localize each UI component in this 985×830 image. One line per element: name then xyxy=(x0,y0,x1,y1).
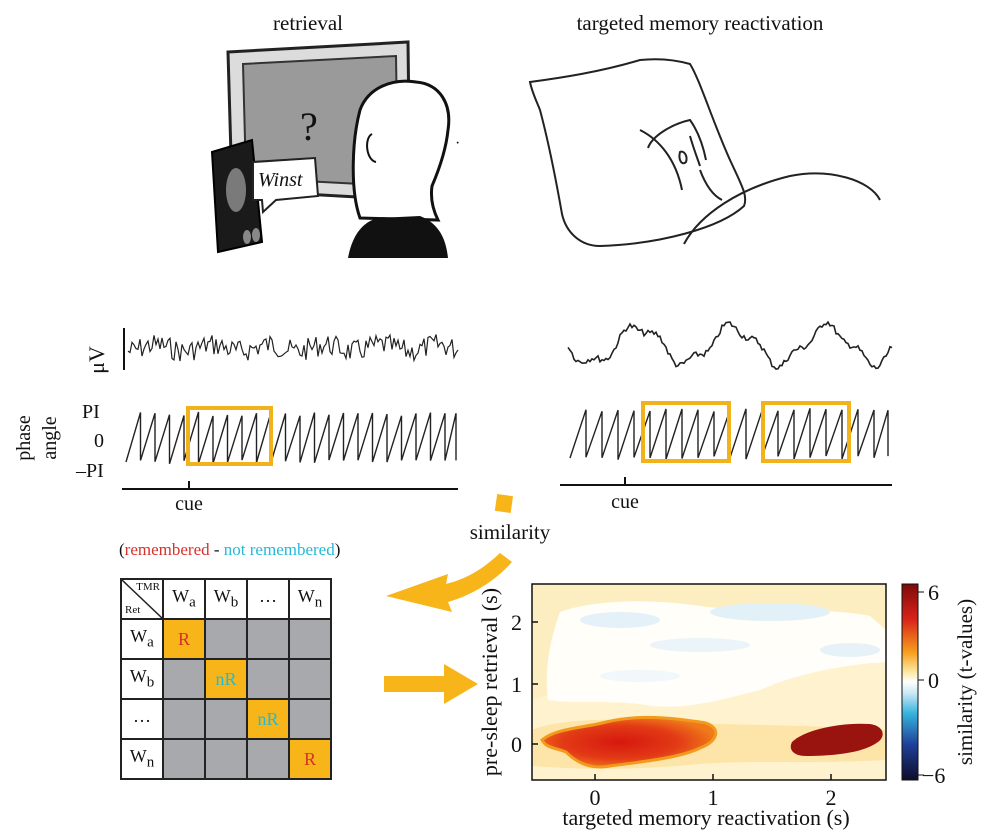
matrix-cell-diagonal: R xyxy=(162,618,206,660)
matrix-cell xyxy=(162,738,206,780)
legend-open: ( xyxy=(119,540,125,559)
matrix-col-header: Wb xyxy=(204,578,248,620)
speech-bubble xyxy=(252,156,320,215)
matrix-row-header: Wb xyxy=(120,658,164,700)
matrix-row-header: Wn xyxy=(120,738,164,780)
svg-text:·: · xyxy=(455,135,460,152)
matrix-cell xyxy=(288,698,332,740)
colorbar-tick-zero: 0 xyxy=(928,668,939,693)
matrix-cell xyxy=(288,658,332,700)
matrix-cell-diagonal: nR xyxy=(204,658,248,700)
colorbar-label: similarity (t-values) xyxy=(953,599,977,765)
heatmap-cluster-1 xyxy=(540,715,718,769)
phase-window-retrieval xyxy=(186,406,273,466)
phase-window-tmr-2 xyxy=(761,401,851,463)
retrieval-illustration: ? Winst · xyxy=(210,40,460,258)
matrix-col-header: Wa xyxy=(162,578,206,620)
matrix-cell-diagonal: R xyxy=(288,738,332,780)
matrix-cell xyxy=(246,738,290,780)
colorbar-tick-min: −6 xyxy=(922,763,945,788)
phase-tick-pi: PI xyxy=(82,401,100,423)
legend-remembered: remembered xyxy=(124,540,210,559)
phase-tick-minus-pi: –PI xyxy=(75,460,104,482)
tmr-illustration xyxy=(528,58,881,248)
phase-tick-zero: 0 xyxy=(94,430,104,452)
matrix-cell xyxy=(246,658,290,700)
y-tick-1: 1 xyxy=(511,672,522,697)
sleeper-body xyxy=(683,172,881,245)
matrix-col-header: … xyxy=(246,578,290,620)
similarity-matrix: TMR Ret Wa Wb … Wn Wa R Wb nR … nR Wn R xyxy=(120,578,332,780)
matrix-cell xyxy=(162,658,206,700)
right-arrow-icon xyxy=(384,664,478,704)
corner-ret: Ret xyxy=(125,604,141,616)
phase-trace-retrieval xyxy=(125,411,457,465)
matrix-cell xyxy=(204,698,248,740)
matrix-row-header: … xyxy=(120,698,164,740)
similarity-connector xyxy=(494,493,514,514)
phase-window-tmr-1 xyxy=(641,401,731,463)
tmr-title: targeted memory reactivation xyxy=(577,11,824,35)
cue-label-retrieval: cue xyxy=(175,493,203,515)
matrix-cell-diagonal: nR xyxy=(246,698,290,740)
person-head xyxy=(351,79,451,222)
heatmap-ylabel: pre-sleep retrieval (s) xyxy=(477,588,502,776)
heatmap-cluster-2 xyxy=(790,723,883,756)
y-tick-0: 0 xyxy=(511,732,522,757)
legend-not-remembered: not remembered xyxy=(223,540,335,559)
legend-dash: - xyxy=(209,540,224,559)
heatmap-xlabel: targeted memory reactivation (s) xyxy=(562,805,849,830)
question-mark: ? xyxy=(300,104,318,149)
matrix-cell xyxy=(162,698,206,740)
x-tick-2: 2 xyxy=(826,785,837,810)
matrix-cell xyxy=(288,618,332,660)
curved-arrow-icon xyxy=(386,553,512,612)
similarity-heatmap: 0 1 2 0 1 2 targeted memory reactivation… xyxy=(477,583,887,830)
eeg-trace-tmr xyxy=(567,320,893,370)
x-tick-0: 0 xyxy=(590,785,601,810)
y-tick-2: 2 xyxy=(511,610,522,635)
matrix-col-header: Wn xyxy=(288,578,332,620)
retrieval-title: retrieval xyxy=(273,11,343,35)
matrix-cell xyxy=(246,618,290,660)
amplitude-label: μV xyxy=(84,346,109,374)
cue-label-tmr: cue xyxy=(611,491,639,513)
matrix-cell xyxy=(204,738,248,780)
speech-word: Winst xyxy=(258,169,303,191)
phase-label-line1: phase xyxy=(13,415,35,461)
matrix-row-header: Wa xyxy=(120,618,164,660)
pillow-icon xyxy=(528,58,747,248)
matrix-corner: TMR Ret xyxy=(120,578,164,620)
similarity-label: similarity xyxy=(470,520,551,544)
colorbar: 6 0 −6 similarity (t-values) xyxy=(901,580,977,788)
x-tick-1: 1 xyxy=(708,785,719,810)
phase-label-line2: angle xyxy=(39,416,61,459)
corner-tmr: TMR xyxy=(136,581,160,593)
legend: (remembered - not remembered) xyxy=(119,540,340,560)
legend-close: ) xyxy=(334,540,341,559)
colorbar-gradient xyxy=(901,583,919,781)
colorbar-tick-max: 6 xyxy=(928,580,939,605)
eeg-trace-retrieval xyxy=(127,333,459,363)
matrix-cell xyxy=(204,618,248,660)
